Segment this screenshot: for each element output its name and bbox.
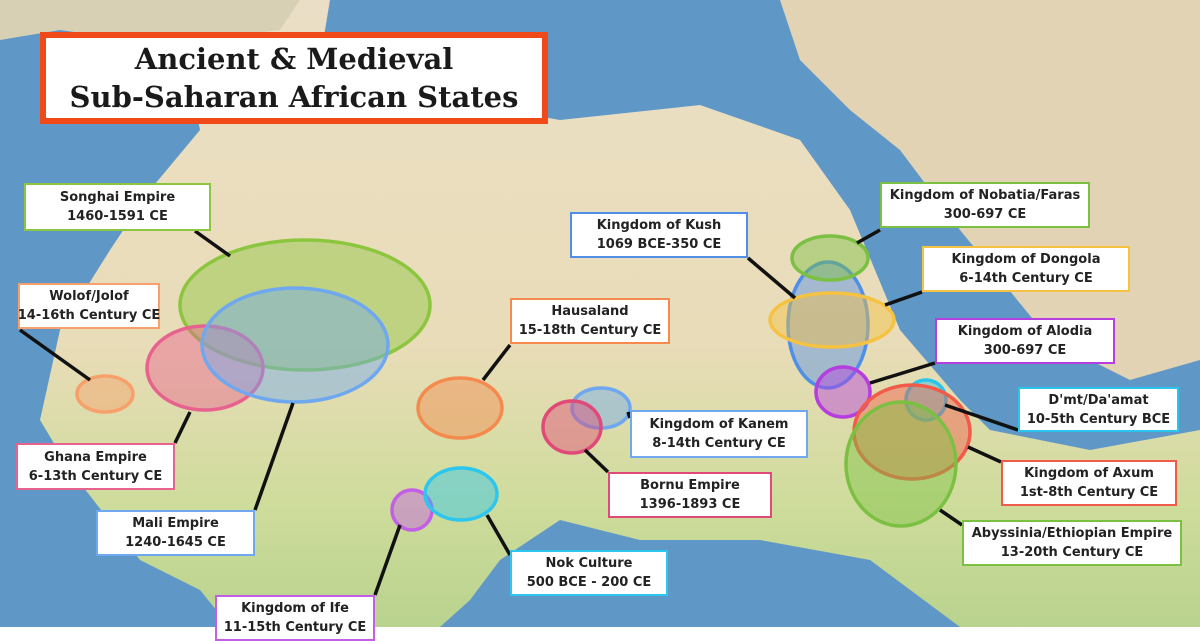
state-name: Kingdom of Dongola xyxy=(951,252,1101,267)
abyssinia-label: Abyssinia/Ethiopian Empire 13-20th Centur… xyxy=(962,520,1182,566)
kush-leader-line xyxy=(746,256,797,300)
nok-label: Nok Culture 500 BCE - 200 CE xyxy=(510,550,668,596)
state-period: 14-16th Century CE xyxy=(17,308,161,323)
dongola-region xyxy=(768,291,896,349)
dmt-leader-line xyxy=(944,403,1019,432)
dongola-leader-line xyxy=(884,290,923,307)
songhai-leader-line xyxy=(193,229,232,258)
state-name: Kingdom of Ife xyxy=(241,601,349,616)
state-period: 6-14th Century CE xyxy=(959,271,1093,286)
abyssinia-region xyxy=(844,400,958,528)
kush-label: Kingdom of Kush 1069 BCE-350 CE xyxy=(570,212,748,258)
ghana-label: Ghana Empire 6-13th Century CE xyxy=(16,443,175,490)
state-period: 10-5th Century BCE xyxy=(1026,411,1171,427)
mali-label: Mali Empire 1240-1645 CE xyxy=(96,510,255,556)
state-name: Wolof/Jolof xyxy=(49,289,129,304)
state-period: 1396-1893 CE xyxy=(639,497,741,512)
bornu-region xyxy=(541,399,603,455)
mali-leader-line xyxy=(253,402,295,511)
bornu-label: Bornu Empire 1396-1893 CE xyxy=(608,472,772,518)
state-name: Abyssinia/Ethiopian Empire xyxy=(971,526,1173,541)
mediterranean xyxy=(330,0,800,100)
state-period: 13-20th Century CE xyxy=(1000,545,1144,560)
state-period: 300-697 CE xyxy=(983,343,1067,358)
state-name: Kingdom of Nobatia/Faras xyxy=(889,188,1081,203)
dongola-label: Kingdom of Dongola 6-14th Century CE xyxy=(922,246,1130,292)
nok-region xyxy=(423,466,499,522)
wolof-label: Wolof/Jolof 14-16th Century CE xyxy=(18,283,160,329)
state-name: Ghana Empire xyxy=(44,449,147,465)
axum-leader-line xyxy=(967,445,1002,464)
bornu-leader-line xyxy=(583,448,610,474)
wolof-region xyxy=(75,374,135,414)
alodia-leader-line xyxy=(869,361,936,385)
axum-label: Kingdom of Axum 1st-8th Century CE xyxy=(1001,460,1177,506)
kanem-leader-line xyxy=(626,411,632,419)
state-name: Bornu Empire xyxy=(640,478,740,493)
nobatia-leader-line xyxy=(856,228,881,245)
state-name: Mali Empire xyxy=(132,516,219,531)
nok-leader-line xyxy=(485,514,512,556)
state-period: 15-18th Century CE xyxy=(518,323,662,338)
state-period: 1240-1645 CE xyxy=(125,535,226,550)
songhai-label: Songhai Empire 1460-1591 CE xyxy=(24,183,211,231)
title-line-1: Ancient & Medieval xyxy=(134,42,454,76)
state-period: 1460-1591 CE xyxy=(67,209,168,224)
state-period: 1st-8th Century CE xyxy=(1019,485,1159,500)
title-line-2: Sub-Saharan African States xyxy=(69,80,519,114)
state-period: 11-15th Century CE xyxy=(223,620,367,635)
state-period: 6-13th Century CE xyxy=(28,468,163,484)
dmt-label: D'mt/Da'amat 10-5th Century BCE xyxy=(1018,387,1179,432)
mali-region xyxy=(200,286,390,404)
hausa-label: Hausaland 15-18th Century CE xyxy=(510,298,670,344)
nobatia-region xyxy=(790,234,870,282)
state-name: Kingdom of Kanem xyxy=(649,417,789,432)
hausa-region xyxy=(416,376,504,440)
state-name: Kingdom of Axum xyxy=(1024,466,1154,481)
state-period: 300-697 CE xyxy=(943,207,1027,222)
state-name: Nok Culture xyxy=(545,556,633,571)
wolof-leader-line xyxy=(18,328,92,382)
state-period: 8-14th Century CE xyxy=(652,436,786,451)
state-name: D'mt/Da'amat xyxy=(1048,392,1149,408)
kanem-label: Kingdom of Kanem 8-14th Century CE xyxy=(630,410,808,458)
alodia-region xyxy=(814,365,872,419)
map-title: Ancient & Medieval Sub-Saharan African S… xyxy=(40,32,548,124)
ife-label: Kingdom of Ife 11-15th Century CE xyxy=(215,595,375,641)
alodia-label: Kingdom of Alodia 300-697 CE xyxy=(935,318,1115,364)
state-name: Songhai Empire xyxy=(59,190,176,205)
state-name: Kingdom of Kush xyxy=(596,218,722,233)
state-name: Kingdom of Alodia xyxy=(957,324,1093,339)
ghana-leader-line xyxy=(173,411,192,444)
hausa-leader-line xyxy=(481,343,512,382)
state-name: Hausaland xyxy=(551,304,629,319)
ife-leader-line xyxy=(373,524,402,596)
state-period: 1069 BCE-350 CE xyxy=(596,237,722,252)
land-iberia xyxy=(0,0,300,40)
state-period: 500 BCE - 200 CE xyxy=(526,575,652,590)
nobatia-label: Kingdom of Nobatia/Faras 300-697 CE xyxy=(880,182,1090,228)
abyssinia-leader-line xyxy=(939,508,963,527)
